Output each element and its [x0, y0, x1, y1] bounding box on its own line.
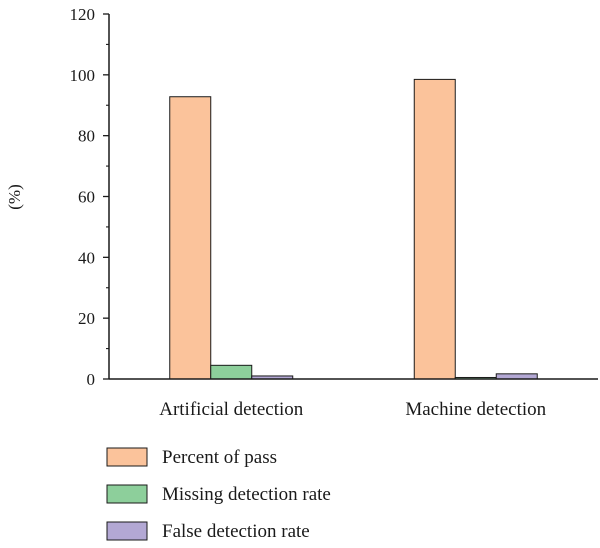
y-axis-label: (%) — [5, 184, 24, 209]
y-tick-label: 80 — [78, 127, 95, 146]
legend-swatch — [106, 447, 148, 467]
y-tick-label: 120 — [70, 5, 96, 24]
y-tick-label: 0 — [87, 370, 96, 389]
legend-swatch — [106, 484, 148, 504]
bar — [210, 364, 253, 380]
y-ticks-group: 0 20 40 60 80 100 120 — [70, 5, 109, 389]
x-category-label: Artificial detection — [159, 399, 304, 420]
legend: Percent of pass Missing detection rate Fal… — [106, 447, 331, 542]
y-tick-label: 40 — [78, 248, 95, 267]
legend-swatch — [106, 521, 148, 541]
y-tick-label: 20 — [78, 309, 95, 328]
bar — [495, 373, 538, 380]
legend-label: Missing detection rate — [162, 484, 331, 505]
y-tick-label: 60 — [78, 188, 95, 207]
category-labels-group: Artificial detection Machine detection — [159, 399, 546, 420]
bars-group — [169, 78, 538, 380]
bar — [169, 96, 212, 380]
legend-label: Percent of pass — [162, 447, 277, 468]
x-category-label: Machine detection — [405, 399, 546, 420]
legend-label: False detection rate — [162, 521, 310, 542]
y-tick-label: 100 — [70, 66, 96, 85]
bar — [413, 78, 456, 380]
